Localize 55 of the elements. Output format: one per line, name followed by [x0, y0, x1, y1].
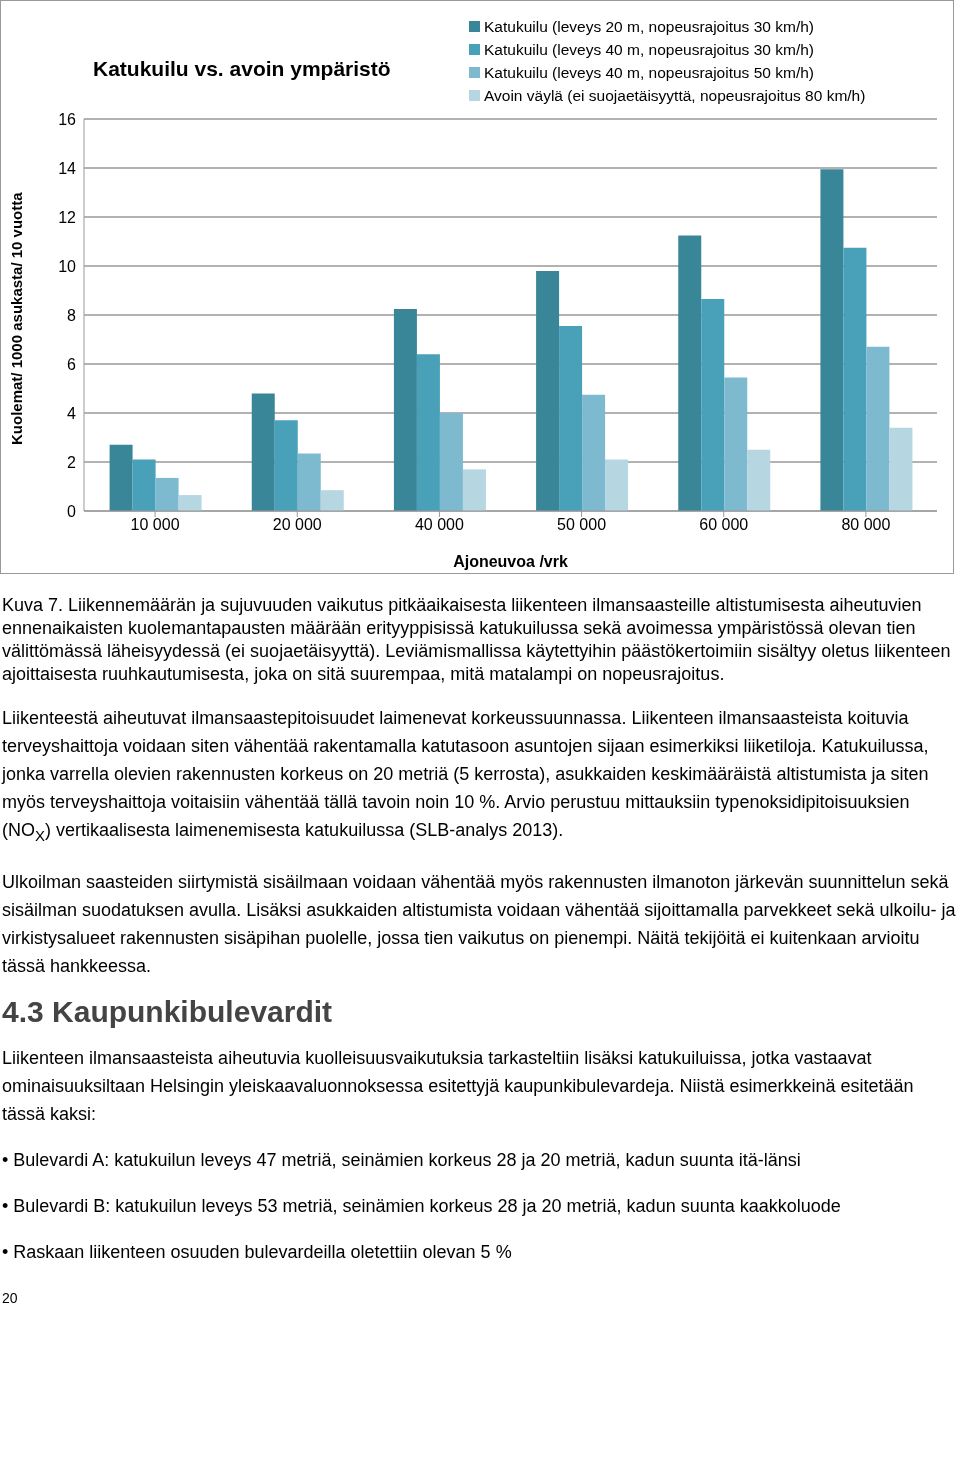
bar — [724, 377, 748, 511]
y-tick-label: 4 — [67, 404, 77, 422]
legend-label: Avoin väylä (ei suojaetäisyyttä, nopeusrajoitus 80 km/h) — [484, 86, 866, 106]
text: 20 — [2, 1288, 19, 1308]
text: Liikenteen ilmansaasteista aiheutuvia kuolleisuusvaikutuksia tarkasteltiin lisäksi katukuiluissa, jotka vastaavat ominaisuuksiltaan Helsingin yleiskaavaluonnoksessa esitettyjä kaupunkibulevardeja. Niistä esimerkkeinä esitetään tässä kaksi: — [2, 1046, 915, 1126]
x-tick-label: 60 000 — [699, 516, 749, 534]
chart-title: Katukuilu vs. avoin ympäristö — [93, 57, 391, 81]
y-tick-label: 6 — [67, 355, 77, 373]
y-tick-label: 12 — [58, 208, 77, 226]
y-tick-label: 2 — [67, 453, 77, 471]
bar — [701, 299, 725, 511]
bar — [297, 453, 321, 511]
bar — [605, 459, 629, 511]
bar — [747, 449, 771, 511]
y-tick-label: 8 — [67, 306, 77, 324]
text: Ulkoilman saasteiden siirtymistä sisäilmaan voidaan vähentää myös rakennusten ilmanoton järkevän suunnittelun sekä sisäilman suodatuksen avulla. Lisäksi asukkaiden altistumista voidaan vähentää sijoittamalla parvekkeet sekä ulkoilu- ja virkistysalueet rakennusten sisäpihan puolelle, jossa tien vaikutus on pienempi. Näitä tekijöitä ei kuitenkaan arvioitu tässä hankkeessa. — [2, 870, 956, 978]
y-tick-label: 0 — [67, 502, 77, 520]
text: Liikenteestä aiheutuvat ilmansaastepitoisuudet laimenevat korkeussuunnassa. Liikenteen ilmansaasteista koituvia terveyshaittoja voidaan siten vähentää rakentamalla katutasoon asuntojen sijaan esimerkiksi liiketiloja. Katukuilussa, jonka varrella olevien rakennusten korkeus on 20 metriä (5 kerrosta), asukkaiden keskimääräistä altistumista ja siten myös terveyshaittoja voitaisiin vähentää tällä tavoin noin 10 %. Arvio perustuu mittauksiin typenoksidipitoisuuksien (NO$_{X}$) vertikaalisesta laimenemisesta katukuilussa (SLB-analys 2013). — [2, 707, 930, 846]
bar — [251, 393, 275, 511]
legend-label: Katukuilu (leveys 20 m, nopeusrajoitus 30 km/h) — [484, 17, 814, 37]
x-tick-label: 20 000 — [272, 516, 322, 534]
text: Kuva 7. Liikennemäärän ja sujuvuuden vaikutus pitkäaikaisesta liikenteen ilmansaasteille altistumisesta aiheutuvien ennenaikaisten kuolemantapausten määrään erityyppisissä katukuilussa sekä avoimessa ympäristössä olevan tien välittömässä läheisyydessä (ei suojaetäisyyttä). Leviämismallissa käytettyihin päästökertoimiin sisältyy oletus liikenteen ajoittaisesta ruuhkautumisesta, joka on sitä suurempaa, mitä matalampi on nopeusrajoitus. — [2, 594, 952, 686]
bar — [678, 235, 702, 511]
x-tick-label: 50 000 — [557, 516, 607, 534]
legend-label: Katukuilu (leveys 40 m, nopeusrajoitus 30 km/h) — [484, 40, 814, 60]
bar — [155, 477, 179, 511]
bar — [843, 247, 867, 511]
bar — [274, 420, 298, 511]
text: • Raskaan liikenteen osuuden bulevardeilla oletettiin olevan 5 % — [2, 1240, 513, 1264]
bar — [132, 459, 156, 511]
bar — [109, 444, 133, 511]
y-tick-label: 10 — [58, 257, 77, 275]
y-tick-label: 16 — [58, 110, 77, 128]
bar — [559, 326, 583, 511]
bar — [439, 413, 463, 511]
legend-label: Katukuilu (leveys 40 m, nopeusrajoitus 50 km/h) — [484, 63, 814, 83]
bar — [889, 427, 913, 511]
bar — [820, 169, 844, 511]
text: • Bulevardi B: katukuilun leveys 53 metriä, seinämien korkeus 28 ja 20 metriä, kadun suunta kaakkoluode — [2, 1194, 842, 1218]
bar — [462, 469, 486, 511]
x-tick-label: 10 000 — [130, 516, 180, 534]
bar — [582, 394, 606, 511]
y-axis-title: Kuolemat/ 1000 asukasta/ 10 vuotta — [8, 191, 26, 445]
bar — [320, 490, 344, 511]
bar — [866, 346, 890, 511]
bar — [416, 354, 440, 511]
bar — [536, 270, 560, 511]
bar — [393, 308, 417, 511]
text: 4.3 Kaupunkibulevardit — [2, 994, 334, 1028]
x-tick-label: 80 000 — [841, 516, 891, 534]
y-tick-label: 14 — [58, 159, 77, 177]
x-axis-title: Ajoneuvoa /vrk — [453, 553, 568, 570]
x-tick-label: 40 000 — [414, 516, 464, 534]
bar — [178, 495, 202, 511]
text: • Bulevardi A: katukuilun leveys 47 metriä, seinämien korkeus 28 ja 20 metriä, kadun suunta itä-länsi — [2, 1148, 802, 1172]
